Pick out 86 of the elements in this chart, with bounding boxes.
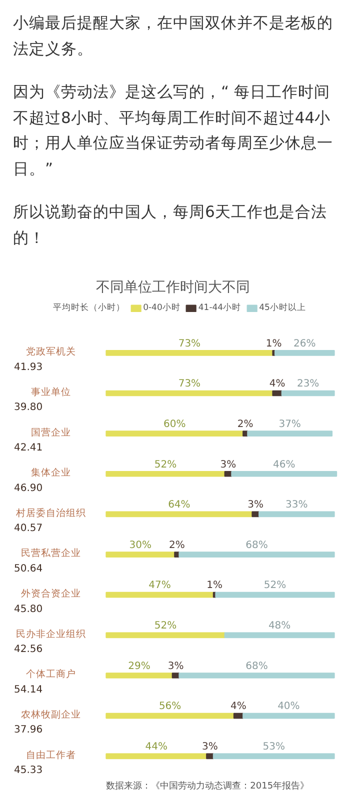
data-label: 2% xyxy=(237,418,254,430)
text: 37.96 xyxy=(14,724,43,736)
data-label: 29% xyxy=(128,660,150,672)
data-label: 52% xyxy=(154,459,177,470)
bar xyxy=(178,552,335,558)
text: 54.14 xyxy=(14,684,43,696)
y-tick-label: 国营企业 xyxy=(30,426,71,438)
data-label: 1% xyxy=(206,580,222,592)
bar xyxy=(274,350,335,356)
data-label: 4% xyxy=(269,378,286,390)
text: 42.41 xyxy=(14,442,43,454)
bar xyxy=(106,753,208,760)
chart-title: 不同单位工作时间大不同 xyxy=(96,280,250,296)
text: 所以说勤奋的中国人，每周6天工作也是合法的！ xyxy=(13,202,328,249)
data-label: 47% xyxy=(148,580,171,592)
data-label: 4% xyxy=(230,701,246,712)
data-label: 53% xyxy=(262,742,285,753)
legend-label: 41-44小时 xyxy=(198,302,242,314)
source-note: 数据来源：《中国劳动力动态调查：2015年报告》 xyxy=(106,780,310,792)
bar xyxy=(106,430,244,436)
bar xyxy=(106,511,253,518)
y-tick-label: 民办非企业组织 xyxy=(16,628,86,640)
bar xyxy=(212,753,335,760)
bar xyxy=(106,712,234,719)
bar xyxy=(106,470,226,477)
bar xyxy=(106,552,176,558)
y-tick-label: 事业单位 xyxy=(30,386,71,398)
y-tick-label: 自由工作者 xyxy=(26,748,76,761)
data-label: 3% xyxy=(220,459,236,470)
y-tick-label: 农林牧副企业 xyxy=(20,708,81,721)
data-label: 48% xyxy=(268,620,291,632)
data-label: 33% xyxy=(286,500,308,511)
bar xyxy=(231,470,338,477)
data-label: 2% xyxy=(168,540,185,551)
data-label: 46% xyxy=(273,459,296,470)
data-label: 56% xyxy=(158,701,182,712)
data-label: 64% xyxy=(168,500,190,511)
data-label: 73% xyxy=(178,338,201,350)
y-tick-label: 个体工商户 xyxy=(26,668,76,680)
text: 42.56 xyxy=(14,644,43,656)
bar xyxy=(224,632,335,638)
y-tick-label: 党政军机关 xyxy=(26,346,76,358)
y-tick-label: 集体企业 xyxy=(30,466,71,479)
data-label: 26% xyxy=(294,338,316,350)
text: 小编最后提醒大家，在中国双休并不是老板的法定义务。 xyxy=(13,13,334,60)
y-tick-label: 外资合资企业 xyxy=(20,588,81,600)
text: 45.80 xyxy=(14,604,43,615)
text: 45.33 xyxy=(14,765,43,776)
legend-label: 0-40小时 xyxy=(143,302,180,314)
bar xyxy=(242,712,335,719)
data-label: 1% xyxy=(266,338,282,350)
bar xyxy=(178,672,335,678)
text: 50.64 xyxy=(14,563,43,574)
bar xyxy=(258,511,335,518)
data-label: 68% xyxy=(246,540,268,551)
data-label: 73% xyxy=(178,378,201,390)
text: 46.90 xyxy=(14,482,43,494)
bar xyxy=(106,592,214,598)
data-label: 3% xyxy=(168,660,184,672)
bar xyxy=(247,430,333,436)
bar xyxy=(215,592,335,598)
legend-label: 45小时以上 xyxy=(259,302,306,314)
data-label: 3% xyxy=(248,500,264,511)
y-tick-label: 民营私营企业 xyxy=(20,547,81,560)
bar xyxy=(281,390,335,396)
data-label: 52% xyxy=(264,580,286,592)
text: 平均时长（小时） xyxy=(53,302,126,314)
data-label: 60% xyxy=(164,418,186,430)
bar xyxy=(106,672,173,678)
data-label: 40% xyxy=(278,701,300,712)
bar xyxy=(106,632,226,638)
text: 39.80 xyxy=(14,402,43,414)
text: 40.57 xyxy=(14,523,43,534)
data-label: 44% xyxy=(145,742,168,753)
data-label: 37% xyxy=(278,418,301,430)
data-label: 30% xyxy=(129,540,152,551)
text: 41.93 xyxy=(14,362,43,373)
text: 因为《劳动法》是这么写的，“ 每日工作时间不超过8小时、平均每周工作时间不超过44小时；用人单位应当保证劳动者每周至少休息一日。” xyxy=(13,82,334,180)
y-tick-label: 村居委自治组织 xyxy=(14,506,86,519)
data-label: 3% xyxy=(202,742,218,753)
data-label: 52% xyxy=(154,620,177,632)
bar xyxy=(206,753,214,760)
bar xyxy=(106,390,274,396)
data-label: 23% xyxy=(296,378,320,390)
data-label: 68% xyxy=(246,660,268,672)
bar xyxy=(106,350,274,356)
